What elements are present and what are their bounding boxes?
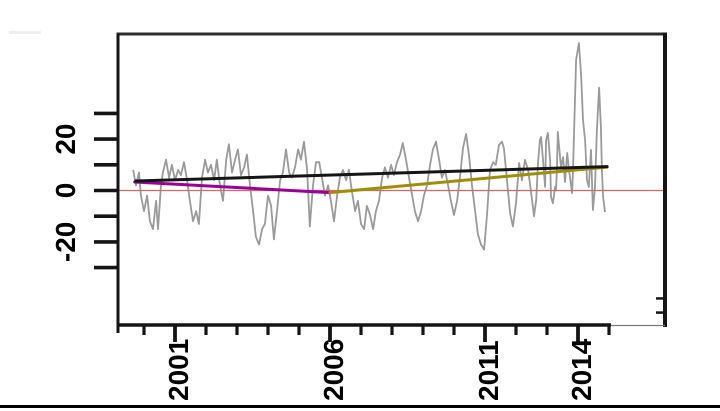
trend-2006-2015 (328, 165, 609, 195)
y-tick-label: 20 (50, 124, 81, 155)
y-tick-label: 0 (50, 183, 81, 199)
monthly-anomaly-series (132, 42, 606, 251)
trend-full-period (134, 165, 609, 183)
x-tick-label: 2001 (163, 339, 194, 401)
x-tick-label: 2006 (318, 339, 349, 401)
y-tick-label: -20 (50, 222, 81, 262)
x-tick-label: 2014 (566, 338, 597, 401)
trend-1999-2006 (133, 180, 332, 195)
bottom-rule (0, 405, 720, 408)
scan-artifact (9, 31, 41, 34)
x-tick-label: 2011 (473, 340, 504, 401)
